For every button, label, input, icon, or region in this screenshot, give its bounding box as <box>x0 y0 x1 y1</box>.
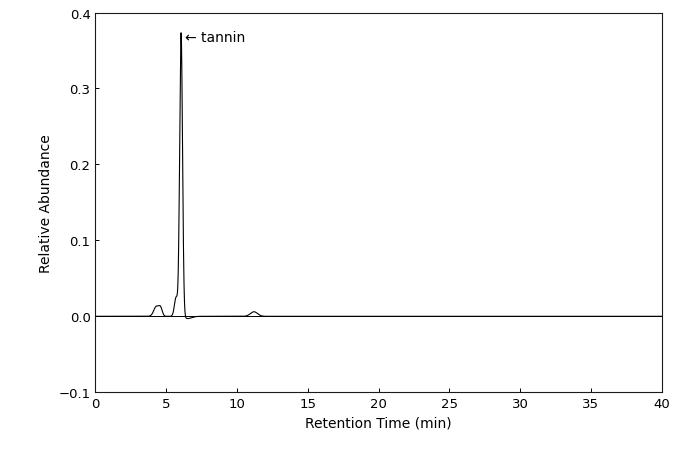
Text: ← tannin: ← tannin <box>186 31 246 45</box>
X-axis label: Retention Time (min): Retention Time (min) <box>306 416 451 430</box>
Y-axis label: Relative Abundance: Relative Abundance <box>39 134 53 272</box>
